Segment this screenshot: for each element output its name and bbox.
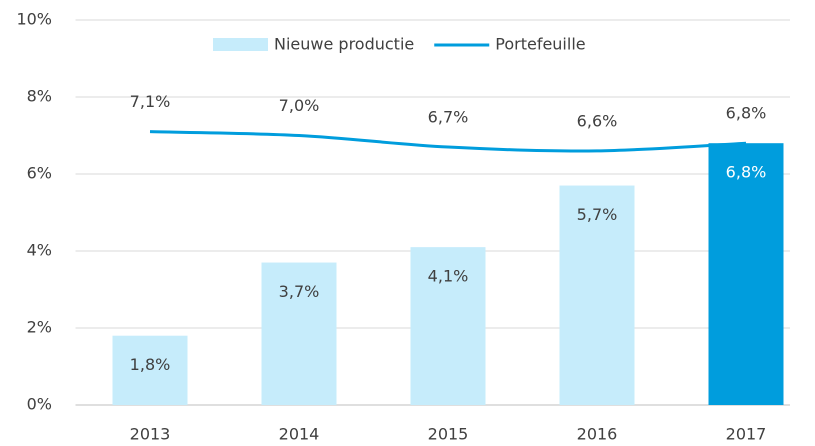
bar-value-label: 1,8% bbox=[130, 355, 171, 374]
y-tick-label: 0% bbox=[27, 395, 52, 414]
y-tick-label: 8% bbox=[27, 87, 52, 106]
bar-value-label: 6,8% bbox=[726, 163, 767, 182]
bar-value-label: 4,1% bbox=[428, 267, 469, 286]
y-tick-label: 6% bbox=[27, 164, 52, 183]
x-tick-label: 2017 bbox=[726, 425, 767, 444]
line-value-label: 7,0% bbox=[279, 96, 320, 115]
y-tick-label: 2% bbox=[27, 318, 52, 337]
bar bbox=[112, 335, 188, 405]
line-value-label: 6,7% bbox=[428, 108, 469, 127]
line-value-label: 7,1% bbox=[130, 92, 171, 111]
bar bbox=[410, 247, 486, 405]
y-tick-label: 4% bbox=[27, 241, 52, 260]
line-value-label: 6,6% bbox=[577, 111, 618, 130]
bar-value-label: 3,7% bbox=[279, 282, 320, 301]
legend-label: Nieuwe productie bbox=[274, 35, 414, 54]
line-value-label: 6,8% bbox=[726, 104, 767, 123]
bar bbox=[708, 143, 784, 405]
x-tick-label: 2014 bbox=[279, 425, 320, 444]
legend-label: Portefeuille bbox=[495, 35, 585, 54]
bar bbox=[261, 262, 337, 405]
x-tick-label: 2016 bbox=[577, 425, 618, 444]
bar-value-label: 5,7% bbox=[577, 205, 618, 224]
y-tick-label: 10% bbox=[16, 10, 52, 29]
x-tick-label: 2013 bbox=[130, 425, 171, 444]
line bbox=[149, 130, 747, 153]
legend-swatch bbox=[213, 38, 268, 51]
x-tick-label: 2015 bbox=[428, 425, 469, 444]
bar bbox=[559, 185, 635, 405]
